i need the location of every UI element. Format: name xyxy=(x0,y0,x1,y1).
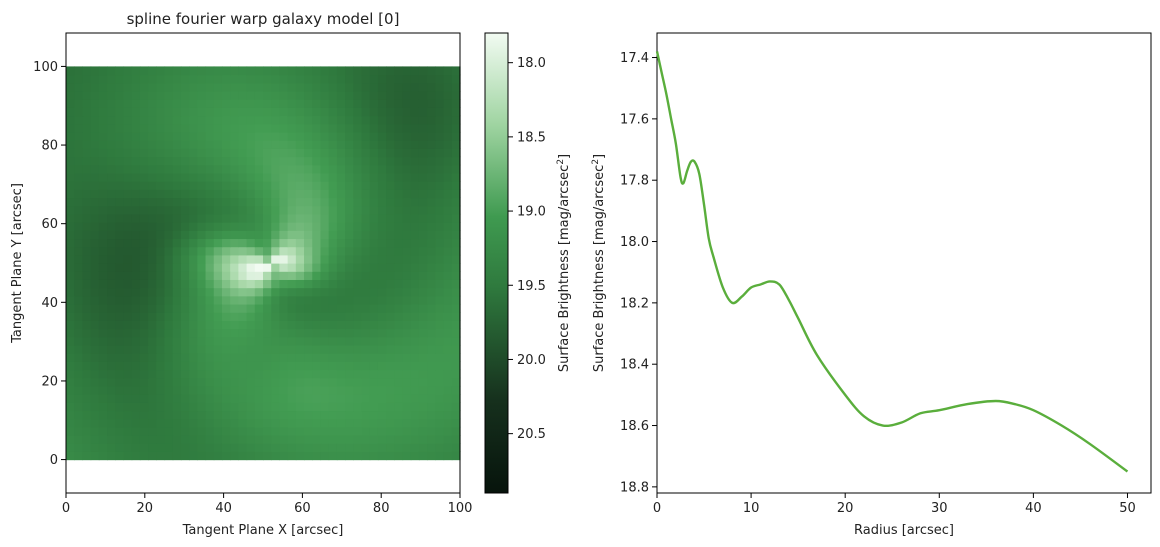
profile-x-axis: 0 10 20 30 40 50 xyxy=(653,493,1136,516)
profile-x-tick-label: 40 xyxy=(1025,501,1042,516)
colorbar-tick-label: 19.0 xyxy=(517,205,546,220)
heatmap-x-tick-label: 0 xyxy=(62,501,70,516)
heatmap-y-axis-label: Tangent Plane Y [arcsec] xyxy=(10,183,25,344)
heatmap-axes-frame xyxy=(65,32,461,494)
heatmap-y-tick-label: 100 xyxy=(33,60,58,75)
profile-y-tick-label: 18.2 xyxy=(620,296,649,311)
heatmap-y-tick-label: 60 xyxy=(41,217,58,232)
colorbar-tick-label: 20.0 xyxy=(517,353,546,368)
profile-series-line xyxy=(655,51,1129,473)
profile-y-tick-label: 18.8 xyxy=(620,480,649,495)
profile-y-tick-label: 17.6 xyxy=(620,112,649,127)
heatmap-x-tick-label: 20 xyxy=(137,501,154,516)
colorbar-gradient xyxy=(484,32,509,494)
heatmap-panel: spline fourier warp galaxy model [0] 0 20… xyxy=(10,10,472,538)
heatmap-x-tick-label: 40 xyxy=(215,501,232,516)
colorbar-tick-label: 20.5 xyxy=(517,427,546,442)
profile-x-tick-label: 0 xyxy=(653,501,661,516)
colorbar-tick-label: 18.0 xyxy=(517,56,546,71)
colorbar: 18.0 18.5 19.0 19.5 20.0 20.5 Surface Brightn… xyxy=(484,32,572,494)
profile-y-tick-label: 18.0 xyxy=(620,235,649,250)
profile-x-tick-label: 50 xyxy=(1119,501,1136,516)
heatmap-x-axis-label: Tangent Plane X [arcsec] xyxy=(182,523,344,538)
profile-y-tick-label: 18.4 xyxy=(620,358,649,373)
colorbar-ticks: 18.0 18.5 19.0 19.5 20.0 20.5 xyxy=(508,56,546,442)
heatmap-y-axis: 0 20 40 60 80 100 xyxy=(33,60,66,468)
colorbar-tick-label: 18.5 xyxy=(517,130,546,145)
profile-x-axis-label: Radius [arcsec] xyxy=(854,523,954,538)
profile-y-tick-label: 17.4 xyxy=(620,51,649,66)
heatmap-title: spline fourier warp galaxy model [0] xyxy=(127,10,400,28)
heatmap-y-tick-label: 80 xyxy=(41,139,58,154)
profile-x-tick-label: 30 xyxy=(931,501,948,516)
profile-x-tick-label: 10 xyxy=(743,501,760,516)
profile-axes-frame xyxy=(656,32,1152,494)
colorbar-tick-label: 19.5 xyxy=(517,279,546,294)
profile-y-tick-label: 18.6 xyxy=(620,419,649,434)
heatmap-image xyxy=(66,66,461,461)
profile-x-tick-label: 20 xyxy=(837,501,854,516)
heatmap-y-tick-label: 40 xyxy=(41,296,58,311)
profile-y-axis-label: Surface Brightness [mag/arcsec2] xyxy=(591,154,607,372)
profile-y-tick-label: 17.8 xyxy=(620,174,649,189)
heatmap-x-tick-label: 100 xyxy=(448,501,473,516)
heatmap-x-axis: 0 20 40 60 80 100 xyxy=(62,493,473,516)
profile-y-axis: 17.4 17.6 17.8 18.0 18.2 18.4 18.6 18.8 xyxy=(620,51,657,495)
profile-panel: 0 10 20 30 40 50 17.4 17.6 17.8 18.0 18.2 18.4 18.6… xyxy=(591,32,1152,538)
heatmap-x-tick-label: 60 xyxy=(294,501,311,516)
heatmap-y-tick-label: 20 xyxy=(41,374,58,389)
heatmap-y-tick-label: 0 xyxy=(50,453,58,468)
colorbar-label: Surface Brightness [mag/arcsec2] xyxy=(556,154,572,372)
heatmap-x-tick-label: 80 xyxy=(373,501,390,516)
